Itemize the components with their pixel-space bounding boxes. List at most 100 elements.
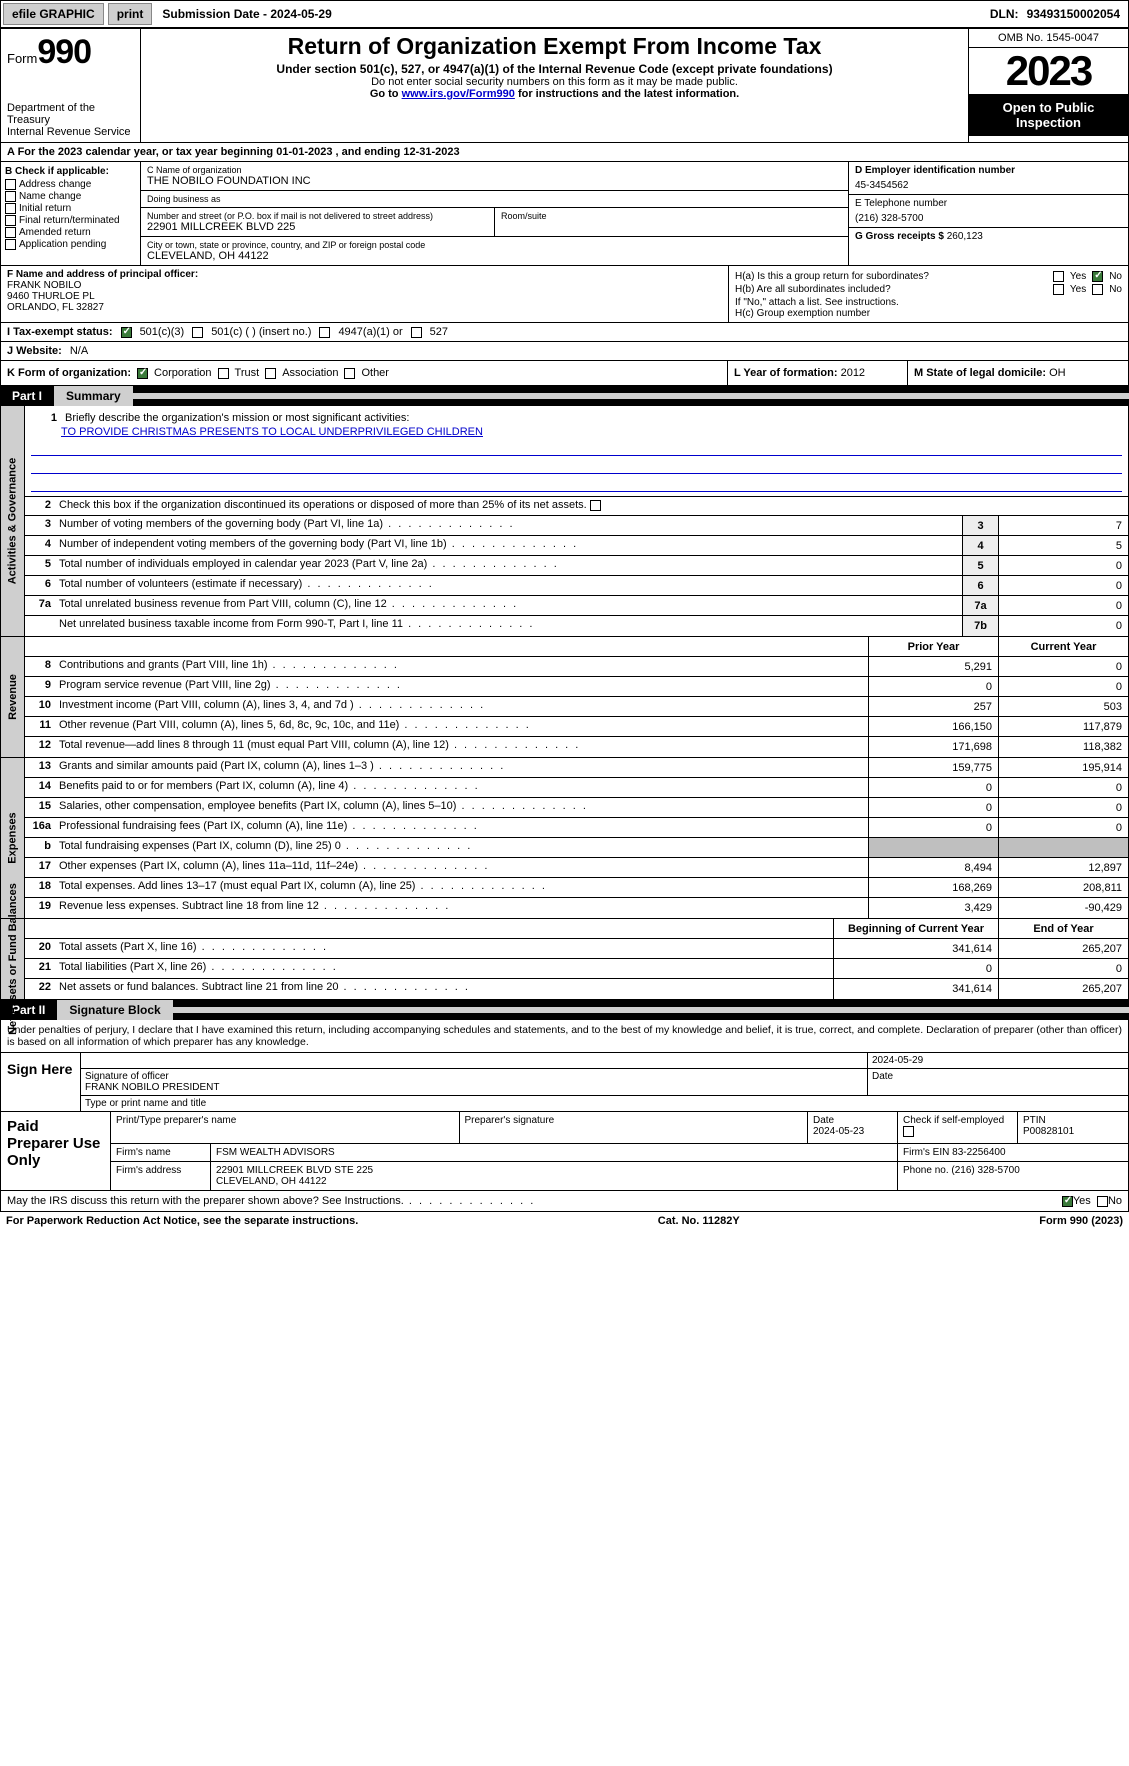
discuss-no-checkbox[interactable]	[1097, 1196, 1108, 1207]
q2-checkbox[interactable]	[590, 500, 601, 511]
527-checkbox[interactable]	[411, 327, 422, 338]
row-num: 3	[25, 516, 55, 535]
current-year-value: 12,897	[998, 858, 1128, 877]
org-name: THE NOBILO FOUNDATION INC	[147, 175, 842, 187]
current-year-value: 503	[998, 697, 1128, 716]
other-checkbox[interactable]	[344, 368, 355, 379]
row-fh: F Name and address of principal officer:…	[0, 266, 1129, 323]
current-year-value: 0	[998, 818, 1128, 837]
officer-addr2: ORLANDO, FL 32827	[7, 302, 722, 313]
self-employed-checkbox[interactable]	[903, 1126, 914, 1137]
firm-ein: 83-2256400	[952, 1147, 1005, 1158]
current-year-value: 208,811	[998, 878, 1128, 897]
irs-link[interactable]: www.irs.gov/Form990	[402, 88, 515, 100]
box-b-label: Initial return	[19, 203, 71, 214]
row-num: 8	[25, 657, 55, 676]
hb-label: H(b) Are all subordinates included?	[735, 284, 1047, 295]
form-ref: Form 990 (2023)	[1039, 1215, 1123, 1227]
hb-yes-checkbox[interactable]	[1053, 284, 1064, 295]
year-formation-label: L Year of formation:	[734, 367, 838, 379]
row-num: 15	[25, 798, 55, 817]
firm-phone: (216) 328-5700	[951, 1165, 1019, 1176]
row-desc: Total revenue—add lines 8 through 11 (mu…	[55, 737, 868, 757]
current-year-value: 0	[998, 959, 1128, 978]
row-num: 17	[25, 858, 55, 877]
current-year-value: 0	[998, 778, 1128, 797]
firm-addr2: CLEVELAND, OH 44122	[216, 1176, 892, 1187]
box-b-checkbox[interactable]	[5, 191, 16, 202]
box-b-checkbox[interactable]	[5, 203, 16, 214]
phone-label: E Telephone number	[855, 198, 1122, 209]
row-box: 4	[962, 536, 998, 555]
row-num: 12	[25, 737, 55, 757]
prior-year-value: 0	[868, 778, 998, 797]
q2-text: Check this box if the organization disco…	[55, 497, 1128, 515]
501c-checkbox[interactable]	[192, 327, 203, 338]
row-desc: Salaries, other compensation, employee b…	[55, 798, 868, 817]
eoy-header: End of Year	[998, 919, 1128, 938]
gross-receipts-value: 260,123	[947, 231, 983, 242]
ein-value: 45-3454562	[855, 180, 1122, 191]
row-value: 0	[998, 576, 1128, 595]
prior-year-value	[868, 838, 998, 857]
prior-year-value: 0	[868, 677, 998, 696]
row-desc: Number of voting members of the governin…	[55, 516, 962, 535]
form-header: Form990 Department of the Treasury Inter…	[0, 28, 1129, 143]
prior-year-value: 171,698	[868, 737, 998, 757]
501c3-checkbox[interactable]	[121, 327, 132, 338]
box-b: B Check if applicable: Address changeNam…	[1, 162, 141, 265]
row-desc: Total number of individuals employed in …	[55, 556, 962, 575]
row-desc: Total unrelated business revenue from Pa…	[55, 596, 962, 615]
print-button[interactable]: print	[108, 3, 153, 25]
summary-revenue: Revenue Prior Year Current Year 8Contrib…	[0, 637, 1129, 758]
dln-value: 93493150002054	[1027, 4, 1128, 24]
box-b-checkbox[interactable]	[5, 215, 16, 226]
assoc-checkbox[interactable]	[265, 368, 276, 379]
box-b-checkbox[interactable]	[5, 227, 16, 238]
ssn-warning: Do not enter social security numbers on …	[145, 76, 964, 88]
website-label: J Website:	[7, 345, 62, 357]
sign-here-block: Sign Here 2024-05-29 Signature of office…	[0, 1053, 1129, 1112]
tax-year: 2023	[969, 48, 1128, 94]
row-desc: Total number of volunteers (estimate if …	[55, 576, 962, 595]
corp-checkbox[interactable]	[137, 368, 148, 379]
hb-note: If "No," attach a list. See instructions…	[735, 297, 1122, 308]
box-b-checkbox[interactable]	[5, 179, 16, 190]
paperwork-notice: For Paperwork Reduction Act Notice, see …	[6, 1215, 358, 1227]
row-num: 10	[25, 697, 55, 716]
row-num: 21	[25, 959, 55, 978]
street-label: Number and street (or P.O. box if mail i…	[147, 211, 488, 221]
box-b-checkbox[interactable]	[5, 239, 16, 250]
sig-officer-label: Signature of officer	[85, 1071, 863, 1082]
city-label: City or town, state or province, country…	[147, 240, 842, 250]
row-desc: Net unrelated business taxable income fr…	[55, 616, 962, 636]
row-box: 6	[962, 576, 998, 595]
ein-label: D Employer identification number	[855, 165, 1122, 176]
phone-value: (216) 328-5700	[855, 213, 1122, 224]
prior-year-value: 168,269	[868, 878, 998, 897]
discuss-row: May the IRS discuss this return with the…	[0, 1191, 1129, 1212]
row-box: 7b	[962, 616, 998, 636]
officer-addr1: 9460 THURLOE PL	[7, 291, 722, 302]
box-b-label: Final return/terminated	[19, 215, 120, 226]
mission-text: TO PROVIDE CHRISTMAS PRESENTS TO LOCAL U…	[61, 426, 1122, 438]
4947-checkbox[interactable]	[319, 327, 330, 338]
row-desc: Professional fundraising fees (Part IX, …	[55, 818, 868, 837]
trust-checkbox[interactable]	[218, 368, 229, 379]
row-num: 14	[25, 778, 55, 797]
hb-no-checkbox[interactable]	[1092, 284, 1103, 295]
officer-name: FRANK NOBILO	[7, 280, 722, 291]
ha-label: H(a) Is this a group return for subordin…	[735, 271, 1047, 282]
ha-yes-checkbox[interactable]	[1053, 271, 1064, 282]
discuss-yes-checkbox[interactable]	[1062, 1196, 1073, 1207]
submission-date: Submission Date - 2024-05-29	[154, 4, 339, 24]
current-year-value: 0	[998, 657, 1128, 676]
prior-year-value: 341,614	[833, 979, 998, 999]
prior-year-value: 159,775	[868, 758, 998, 777]
form-number: Form990	[7, 33, 134, 72]
room-label: Room/suite	[501, 211, 842, 221]
row-desc: Contributions and grants (Part VIII, lin…	[55, 657, 868, 676]
current-year-value: 0	[998, 677, 1128, 696]
ha-no-checkbox[interactable]	[1092, 271, 1103, 282]
efile-graphic-button[interactable]: efile GRAPHIC	[3, 3, 104, 25]
